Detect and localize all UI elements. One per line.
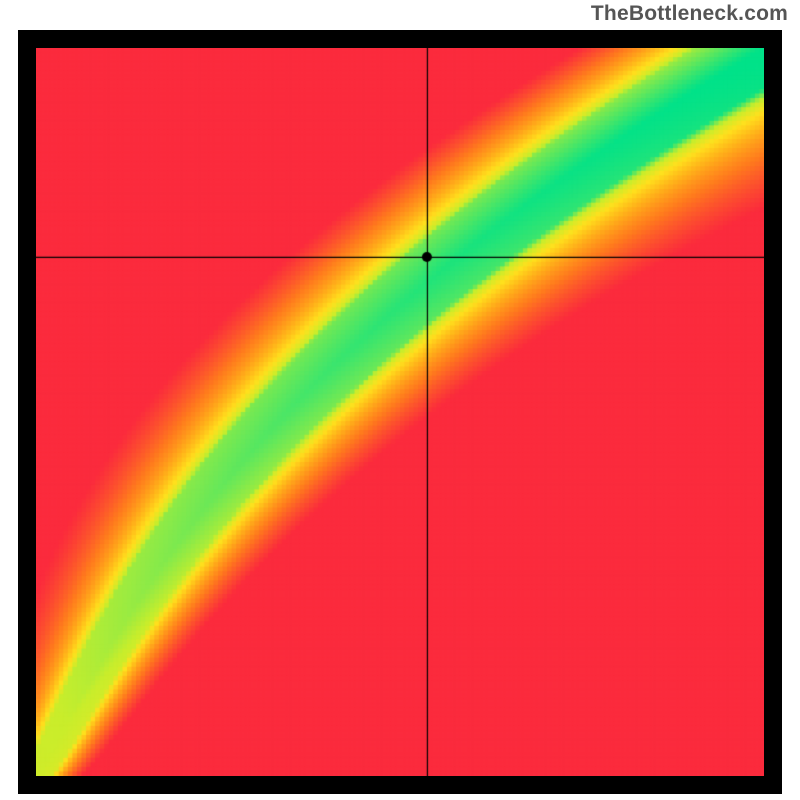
heatmap-canvas: [36, 48, 764, 776]
watermark-text: TheBottleneck.com: [591, 2, 788, 26]
chart-container: { "watermark": "TheBottleneck.com", "can…: [0, 0, 800, 800]
plot-frame: [18, 30, 782, 794]
